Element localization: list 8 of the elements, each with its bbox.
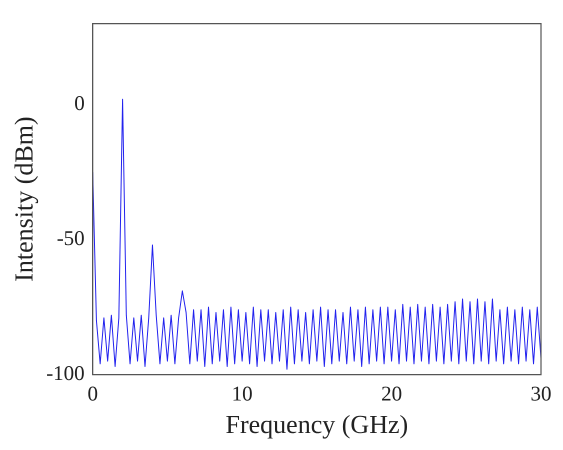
x-tick-label: 30 xyxy=(530,382,552,406)
y-axis-title: Intensity (dBm) xyxy=(9,116,38,282)
x-axis-title: Frequency (GHz) xyxy=(226,410,408,440)
y-tick-label: -100 xyxy=(46,361,85,386)
x-tick-label: 20 xyxy=(381,382,402,406)
y-tick-label: 0 xyxy=(74,91,85,116)
x-tick-label: 10 xyxy=(232,382,253,406)
y-tick-label: -50 xyxy=(56,226,85,250)
